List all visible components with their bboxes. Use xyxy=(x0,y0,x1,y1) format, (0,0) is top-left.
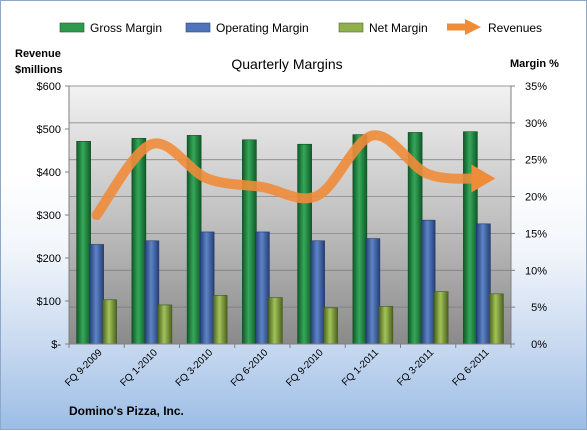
gross-margin-bar xyxy=(76,140,91,345)
revenue-series-line xyxy=(91,130,489,220)
right-axis-tick-label: 30% xyxy=(525,118,547,130)
legend-label-net-margin: Net Margin xyxy=(369,21,428,35)
legend-swatch-revenues-arrowhead xyxy=(465,19,481,35)
left-axis-tick-label: $- xyxy=(51,339,61,351)
company-name: Domino's Pizza, Inc. xyxy=(69,404,184,418)
revenue-line xyxy=(91,130,496,220)
operating-margin-bar xyxy=(89,244,104,345)
gross-margin-bar xyxy=(352,134,368,345)
left-axis-tick-label: $200 xyxy=(37,253,61,265)
x-axis-tick-label: FQ 9-2010 xyxy=(284,347,326,389)
right-axis-tick-label: 15% xyxy=(525,228,547,240)
right-axis-label: Margin % xyxy=(510,58,559,70)
gross-margin-bar xyxy=(131,138,147,345)
gross-margin-bar xyxy=(242,139,257,345)
right-axis-tick-label: 20% xyxy=(525,192,547,204)
net-margin-bar xyxy=(433,291,449,345)
operating-margin-bar xyxy=(420,219,436,345)
net-margin-bar xyxy=(102,299,117,345)
left-axis-label-line2: $millions xyxy=(15,64,63,76)
legend-swatch-operating-margin xyxy=(185,22,211,33)
operating-margin-bar xyxy=(255,231,270,345)
right-axis-tick-label: 0% xyxy=(531,339,547,351)
right-axis-tick-label: 25% xyxy=(525,155,547,167)
chart-title: Quarterly Margins xyxy=(231,56,342,72)
x-axis-tick-label: FQ 6-2010 xyxy=(229,347,271,389)
x-axis-tick-label: FQ 3-2010 xyxy=(174,347,216,389)
legend: Gross Margin Operating Margin Net Margin… xyxy=(59,19,542,35)
left-axis-tick-label: $300 xyxy=(37,210,61,222)
right-axis-tick-label: 10% xyxy=(525,265,547,277)
net-margin-bar xyxy=(378,306,394,345)
operating-margin-bar xyxy=(476,223,491,345)
right-axis-tick-label: 35% xyxy=(525,81,547,93)
gross-margin-bar xyxy=(463,131,478,345)
right-axis-tick-label: 5% xyxy=(531,302,547,314)
operating-margin-bar xyxy=(144,240,160,345)
x-axis-tick-label: FQ 1-2010 xyxy=(118,347,160,389)
left-axis-label-line1: Revenue xyxy=(15,48,61,60)
x-axis-tick-label: FQ 6-2011 xyxy=(450,347,491,388)
x-axis-tick-label: FQ 3-2011 xyxy=(395,347,436,388)
net-margin-bar xyxy=(323,307,338,345)
legend-label-operating-margin: Operating Margin xyxy=(216,21,309,35)
net-margin-bar xyxy=(268,297,283,345)
left-axis-tick-label: $600 xyxy=(37,81,61,93)
x-axis-tick-label: FQ 1-2011 xyxy=(340,347,381,388)
operating-margin-bar xyxy=(199,231,215,345)
gross-margin-bar xyxy=(297,143,312,345)
net-margin-bar xyxy=(212,295,228,345)
left-axis-tick-label: $400 xyxy=(37,167,61,179)
revenue-line-arrowhead xyxy=(471,164,496,193)
net-margin-bar xyxy=(489,293,504,345)
net-margin-bar xyxy=(157,304,173,345)
legend-label-gross-margin: Gross Margin xyxy=(90,21,162,35)
legend-swatch-net-margin xyxy=(338,22,364,33)
left-axis-tick-label: $500 xyxy=(37,124,61,136)
left-axis-tick-label: $100 xyxy=(37,296,61,308)
operating-margin-bar xyxy=(365,238,381,345)
operating-margin-bar xyxy=(310,240,325,345)
legend-swatch-gross-margin xyxy=(59,22,85,33)
legend-label-revenues: Revenues xyxy=(488,21,542,35)
x-axis-tick-label: FQ 9-2009 xyxy=(63,347,105,389)
